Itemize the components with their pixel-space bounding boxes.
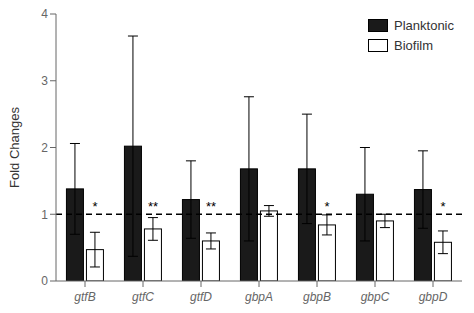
html-text:Biofilm: Biofilm [394, 38, 433, 53]
svg-text:gbpC: gbpC [361, 290, 390, 304]
svg-text:*: * [92, 199, 97, 214]
svg-text:gbpD: gbpD [419, 290, 448, 304]
html-text:Planktonic: Planktonic [394, 18, 454, 33]
svg-text:gbpA: gbpA [245, 290, 273, 304]
svg-text:gtfD: gtfD [190, 290, 212, 304]
svg-text:gtfC: gtfC [132, 290, 154, 304]
svg-text:2: 2 [41, 141, 48, 155]
svg-text:3: 3 [41, 74, 48, 88]
svg-text:1: 1 [41, 208, 48, 222]
svg-text:**: ** [148, 199, 158, 214]
svg-text:*: * [324, 199, 329, 214]
svg-text:gbpB: gbpB [303, 290, 331, 304]
svg-text:4: 4 [41, 7, 48, 21]
svg-text:Fold Changes: Fold Changes [8, 107, 22, 188]
svg-text:gtfB: gtfB [74, 290, 95, 304]
svg-text:**: ** [206, 199, 216, 214]
svg-text:0: 0 [41, 274, 48, 288]
svg-text:*: * [440, 199, 445, 214]
